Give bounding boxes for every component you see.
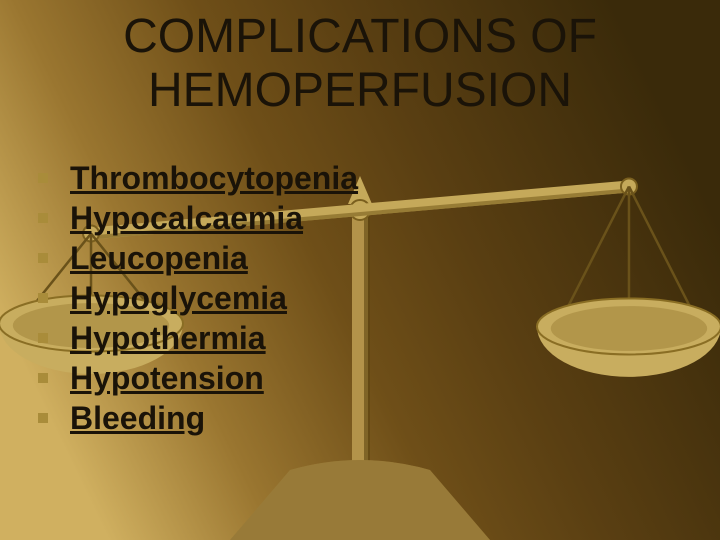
title-line-2: HEMOPERFUSION bbox=[148, 64, 572, 117]
square-bullet-icon bbox=[38, 373, 48, 383]
square-bullet-icon bbox=[38, 213, 48, 223]
list-item: Hypotension bbox=[38, 358, 358, 398]
list-item: Hypothermia bbox=[38, 318, 358, 358]
square-bullet-icon bbox=[38, 173, 48, 183]
list-item: Thrombocytopenia bbox=[38, 158, 358, 198]
slide-title: COMPLICATIONS OF HEMOPERFUSION bbox=[0, 10, 720, 118]
list-item: Leucopenia bbox=[38, 238, 358, 278]
list-item-label: Hypothermia bbox=[70, 320, 266, 357]
list-item: Hypocalcaemia bbox=[38, 198, 358, 238]
list-item-label: Thrombocytopenia bbox=[70, 160, 358, 197]
list-item: Bleeding bbox=[38, 398, 358, 438]
list-item-label: Hypocalcaemia bbox=[70, 200, 303, 237]
square-bullet-icon bbox=[38, 293, 48, 303]
list-item-label: Hypoglycemia bbox=[70, 280, 287, 317]
square-bullet-icon bbox=[38, 413, 48, 423]
list-item: Hypoglycemia bbox=[38, 278, 358, 318]
list-item-label: Hypotension bbox=[70, 360, 264, 397]
list-item-label: Bleeding bbox=[70, 400, 205, 437]
list-item-label: Leucopenia bbox=[70, 240, 248, 277]
square-bullet-icon bbox=[38, 253, 48, 263]
slide: COMPLICATIONS OF HEMOPERFUSION Thrombocy… bbox=[0, 0, 720, 540]
title-line-1: COMPLICATIONS OF bbox=[123, 10, 597, 63]
complications-list: ThrombocytopeniaHypocalcaemiaLeucopeniaH… bbox=[38, 158, 358, 438]
square-bullet-icon bbox=[38, 333, 48, 343]
